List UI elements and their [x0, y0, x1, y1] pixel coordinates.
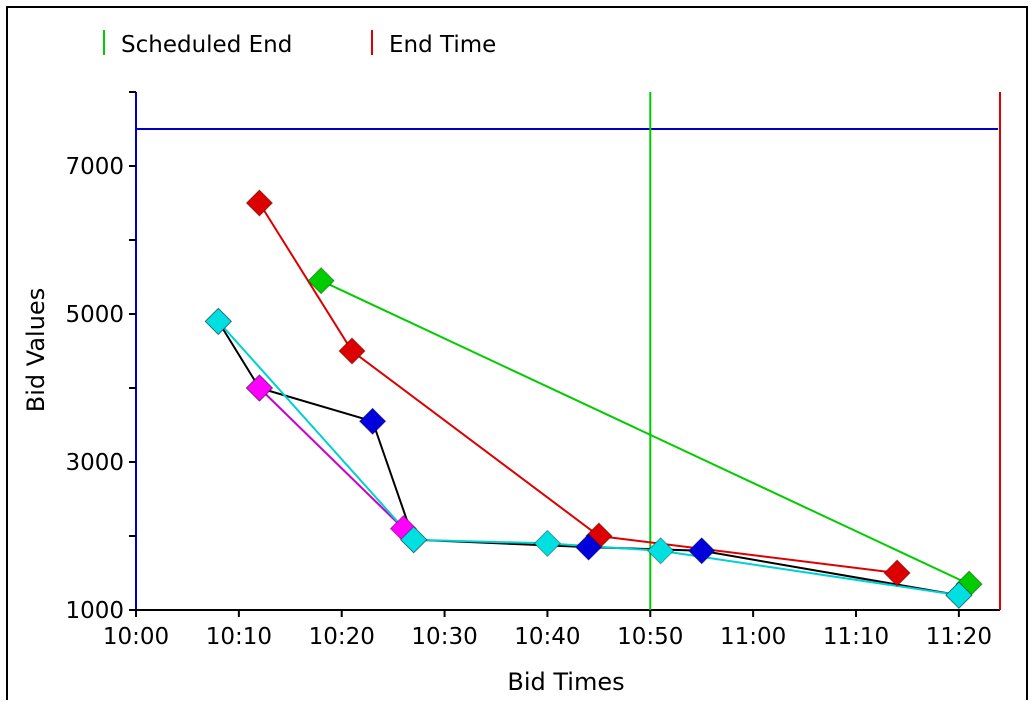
y-tick-label-7000: 7000 — [65, 154, 124, 180]
series-3-point-0 — [245, 374, 274, 402]
series-4-point-4 — [945, 581, 973, 609]
series-4-point-1 — [399, 525, 428, 554]
reference-lines — [136, 92, 1001, 610]
x-axis-title: Bid Times — [507, 668, 624, 696]
axes — [135, 92, 1000, 612]
series-markers — [204, 189, 983, 609]
x-tick-label-1020: 10:20 — [309, 624, 375, 650]
x-tick-label-1030: 10:30 — [411, 624, 477, 650]
series-0-line — [258, 202, 898, 574]
y-axis-title: Bid Values — [22, 288, 50, 412]
x-tick-label-1120: 11:20 — [926, 624, 992, 650]
legend-label-scheduled-end: Scheduled End — [121, 32, 292, 58]
y-tick-label-3000: 3000 — [65, 450, 124, 476]
series-1-line — [320, 279, 970, 586]
series-4-point-2 — [533, 529, 562, 558]
x-tick-label-1040: 10:40 — [514, 624, 580, 650]
series-4-point-0 — [204, 307, 233, 336]
x-tick-label-1000: 10:00 — [103, 624, 169, 650]
legend: Scheduled End End Time — [103, 30, 496, 58]
series-0-point-3 — [883, 559, 911, 587]
y-tick-label-5000: 5000 — [65, 302, 124, 328]
series-2-point-2 — [358, 407, 387, 436]
x-tick-label-1110: 11:10 — [823, 624, 889, 650]
series-0-point-0 — [245, 189, 274, 217]
series-3-line — [258, 387, 405, 530]
series-2-point-5 — [687, 537, 716, 565]
y-ticks: 1000 3000 5000 7000 — [65, 91, 136, 624]
x-tick-label-1010: 10:10 — [206, 624, 272, 650]
x-tick-label-1050: 10:50 — [617, 624, 683, 650]
x-ticks: 10:00 10:10 10:20 10:30 10:40 10:50 11:00 11:10… — [103, 610, 992, 650]
series-2-point-4 — [574, 533, 603, 561]
legend-label-end-time: End Time — [389, 32, 496, 58]
y-tick-label-1000: 1000 — [65, 598, 124, 624]
series-1-point-0 — [307, 266, 335, 295]
x-tick-label-1100: 11:00 — [720, 624, 786, 650]
chart-frame — [6, 6, 1028, 700]
series-0-point-1 — [338, 337, 366, 365]
series-4-point-3 — [646, 537, 675, 565]
